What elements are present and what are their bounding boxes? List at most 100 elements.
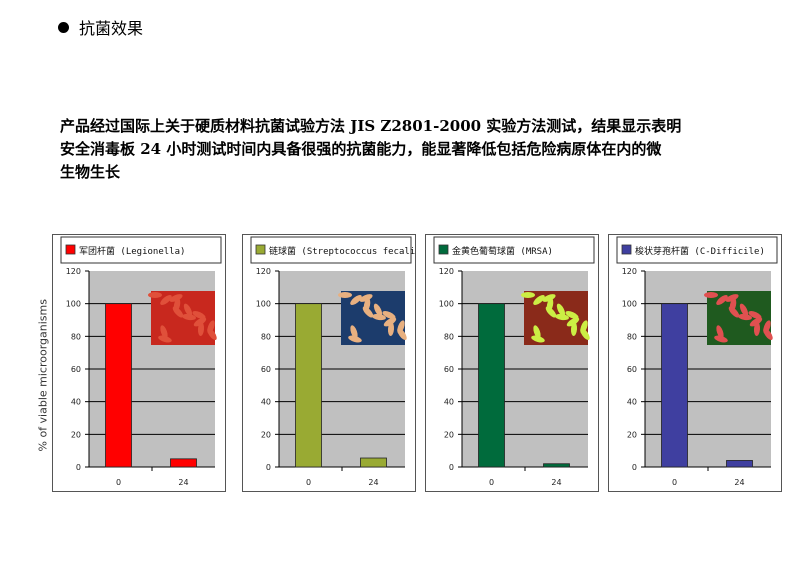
bar-24: [360, 457, 387, 468]
y-tick-label: 120: [622, 267, 637, 276]
y-tick-label: 0: [449, 463, 454, 472]
image-cell: [182, 313, 196, 321]
y-tick-label: 40: [261, 398, 271, 407]
y-tick-label: 100: [622, 300, 637, 309]
c-difficile-micrograph-image: [704, 291, 773, 345]
y-tick-label: 60: [261, 365, 271, 374]
image-cell: [173, 298, 181, 312]
image-cell: [704, 292, 718, 298]
y-tick-label: 100: [256, 300, 271, 309]
image-cell: [566, 317, 580, 327]
image-cell: [348, 335, 362, 343]
x-tick-label: 0: [672, 478, 677, 487]
image-cell: [160, 325, 168, 339]
image-cell: [382, 311, 396, 319]
chart-panel-mrsa: 金黄色葡萄球菌 (MRSA) 0 20 40 60 80 100 120 0 24: [425, 234, 599, 492]
paragraph-line: 产品经过国际上关于硬质材料抗菌试验方法 JIS Z2801-2000 实验方法测…: [60, 117, 682, 135]
image-cell: [373, 303, 383, 317]
y-tick-label: 40: [71, 398, 81, 407]
chart-panel-legionella: 军团杆菌 (Legionella) 0 20 40 60 80 100 120 0 24: [52, 234, 226, 492]
section-heading: 抗菌效果: [58, 15, 143, 39]
y-tick-label: 120: [439, 267, 454, 276]
y-tick-label: 80: [261, 332, 271, 341]
bar-chart: 链球菌 (Streptococcus fecalis) 0 20 40 60 80 100 1…: [250, 236, 415, 487]
legend-box: [60, 236, 222, 264]
x-tick-label: 24: [551, 478, 561, 487]
legionella-micrograph-image: [148, 291, 217, 345]
y-tick-label: 80: [444, 332, 454, 341]
image-cell: [580, 320, 588, 334]
y-tick-label: 100: [439, 300, 454, 309]
image-cell: [763, 320, 771, 334]
legend-swatch: [438, 244, 449, 255]
image-cell: [350, 295, 362, 305]
legend-label: 军团杆菌 (Legionella): [79, 245, 185, 257]
legend-label: 链球菌 (Streptococcus fecalis): [269, 245, 415, 257]
image-cell: [555, 313, 569, 321]
y-tick-label: 120: [256, 267, 271, 276]
image-cell: [160, 295, 172, 305]
image-cell: [397, 320, 405, 334]
image-cell: [714, 335, 728, 343]
bar-chart: 军团杆菌 (Legionella) 0 20 40 60 80 100 120 0 24: [60, 236, 222, 487]
y-tick-label: 120: [66, 267, 81, 276]
image-cell: [183, 303, 193, 317]
image-cell: [748, 311, 762, 319]
image-cell: [372, 313, 386, 321]
image-cell: [725, 294, 739, 302]
x-tick-label: 0: [306, 478, 311, 487]
image-cell: [556, 303, 566, 317]
chart-panel-streptococcus: 链球菌 (Streptococcus fecalis) 0 20 40 60 80 100 1…: [242, 234, 416, 492]
image-cell: [546, 298, 554, 312]
bar-24: [543, 463, 570, 468]
image-cell: [338, 292, 352, 298]
y-tick-label: 100: [66, 300, 81, 309]
streptococcus-micrograph-image: [338, 291, 407, 345]
image-cell: [148, 292, 162, 298]
y-tick-label: 0: [266, 463, 271, 472]
bar-0: [295, 303, 322, 468]
image-cell: [738, 313, 752, 321]
y-tick-label: 40: [627, 398, 637, 407]
y-tick-label: 80: [627, 332, 637, 341]
y-tick-label: 20: [71, 430, 81, 439]
legend-swatch: [255, 244, 266, 255]
image-cell: [729, 298, 737, 312]
description-paragraph: 产品经过国际上关于硬质材料抗菌试验方法 JIS Z2801-2000 实验方法测…: [60, 115, 740, 184]
image-cell: [531, 335, 545, 343]
y-tick-label: 0: [76, 463, 81, 472]
image-cell: [192, 311, 206, 319]
image-cell: [207, 320, 215, 334]
image-cell: [169, 294, 183, 302]
legend-box: [433, 236, 595, 264]
bar-0: [105, 303, 132, 468]
y-axis-label: % of viable microorganisms: [36, 299, 50, 452]
section-title: 抗菌效果: [79, 19, 144, 38]
y-tick-label: 0: [632, 463, 637, 472]
image-cell: [749, 317, 763, 327]
image-cell: [359, 294, 373, 302]
bar-0: [478, 303, 505, 468]
x-tick-label: 24: [368, 478, 378, 487]
image-cell: [158, 335, 172, 343]
image-cell: [542, 294, 556, 302]
chart-panel-c-difficile: 梭状芽孢杆菌 (C-Difficile) 0 20 40 60 80 100 120 0 24: [608, 234, 782, 492]
image-cell: [350, 325, 358, 339]
legend-box: [616, 236, 778, 264]
x-tick-label: 0: [489, 478, 494, 487]
image-cell: [521, 292, 535, 298]
x-tick-label: 24: [178, 478, 188, 487]
image-cell: [193, 317, 207, 327]
bar-chart: 金黄色葡萄球菌 (MRSA) 0 20 40 60 80 100 120 0 24: [433, 236, 595, 487]
image-cell: [716, 325, 724, 339]
y-tick-label: 60: [444, 365, 454, 374]
bar-24: [170, 458, 197, 468]
bar-chart: 梭状芽孢杆菌 (C-Difficile) 0 20 40 60 80 100 120 0 24: [616, 236, 778, 487]
image-cell: [533, 325, 541, 339]
y-tick-label: 20: [261, 430, 271, 439]
legend-box: [250, 236, 412, 264]
bullet-icon: [58, 21, 69, 33]
image-cell: [383, 317, 397, 327]
image-cell: [716, 295, 728, 305]
bar-24: [726, 460, 753, 468]
